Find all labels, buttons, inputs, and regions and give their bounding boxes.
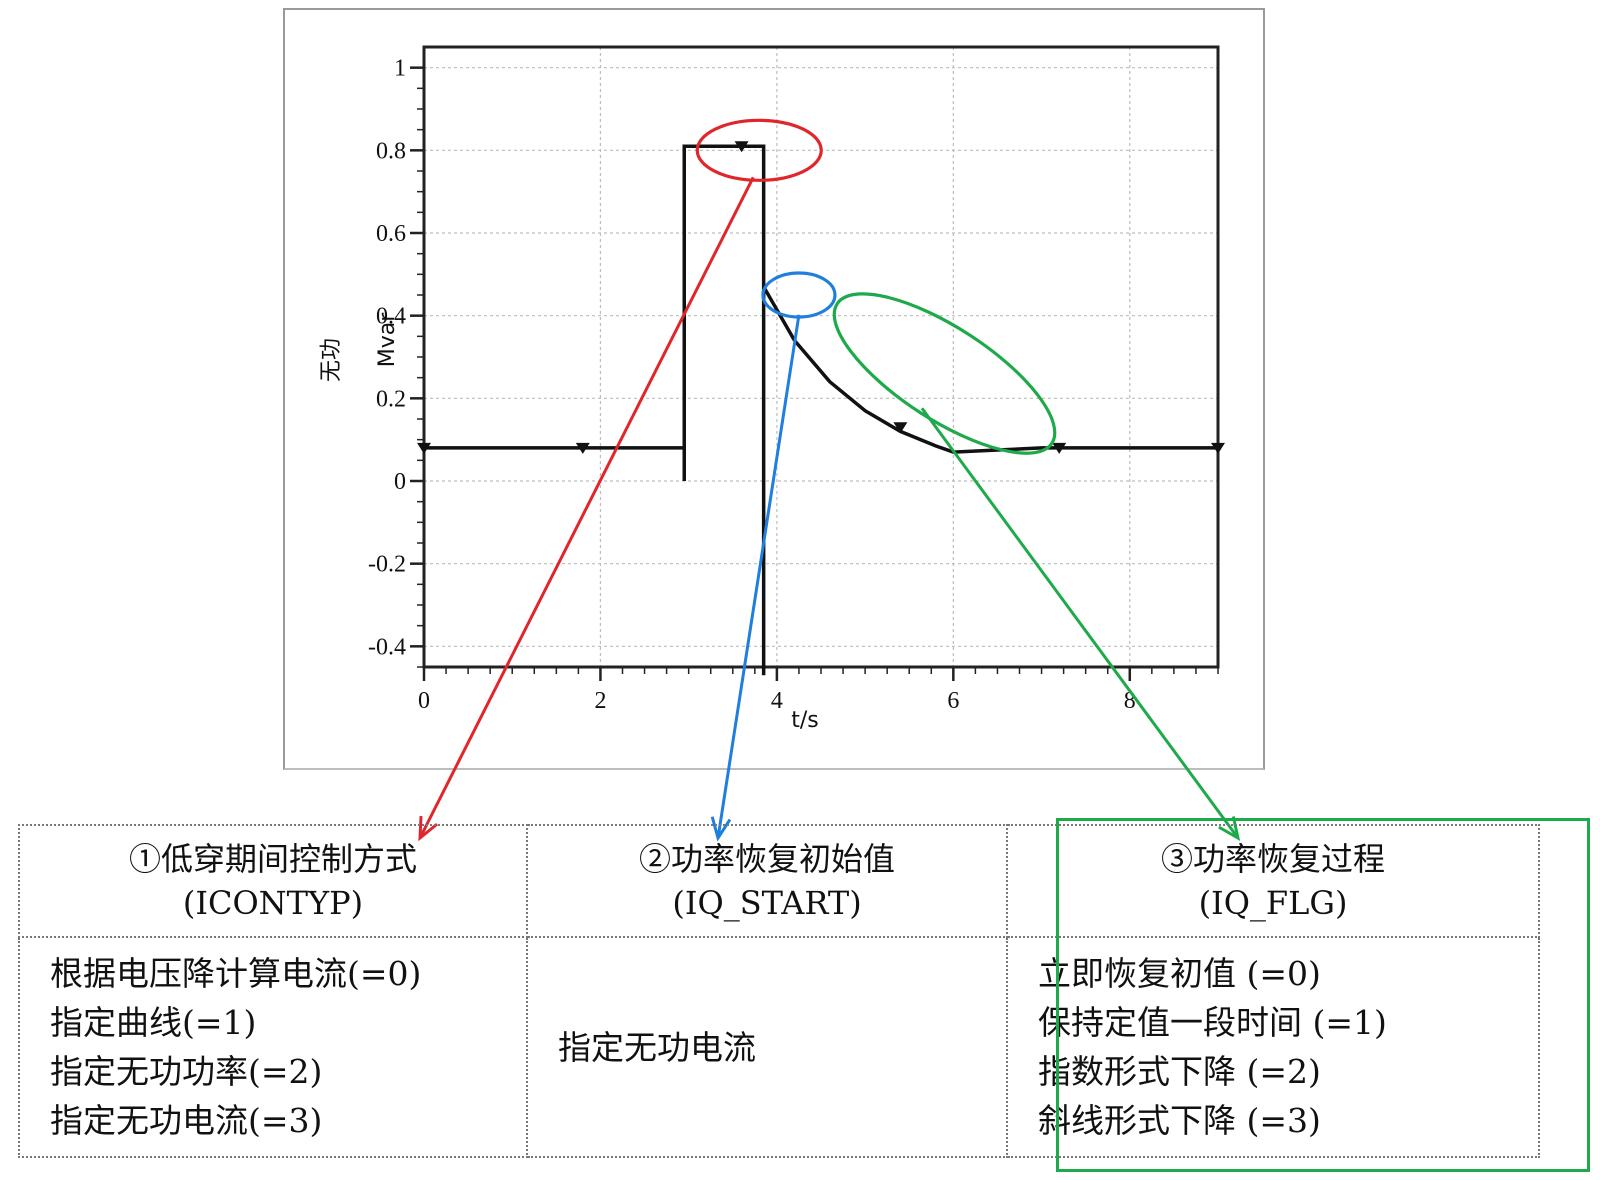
y-tick-label: -0.2 (368, 552, 406, 578)
iq-flg-option: 立即恢复初值 (=0) (1038, 954, 1321, 993)
grid-layer (423, 47, 1218, 667)
iq-flg-option: 保持定值一段时间 (=1) (1038, 1003, 1387, 1042)
annotation-arrow (920, 407, 1240, 839)
series-marker (734, 141, 749, 153)
series-marker (1052, 442, 1067, 454)
iq-flg-option: 指数形式下降 (=2) (1038, 1052, 1321, 1091)
red-ellipse (695, 118, 823, 182)
header-iq-flg-code: (IQ_FLG) (1198, 884, 1348, 922)
y-tick-label: -0.4 (368, 634, 406, 660)
series-layer (417, 141, 1225, 676)
parameter-table: ①低穿期间控制方式 (ICONTYP) ②功率恢复初始值 (IQ_START) … (18, 824, 1540, 1158)
y-axis-unit: Mvar (375, 312, 400, 367)
icontyp-option: 指定无功电流(=3) (50, 1101, 323, 1140)
header-icontyp-code: (ICONTYP) (182, 884, 364, 922)
y-tick-label: 0 (394, 469, 406, 495)
header-iq-flg: ③功率恢复过程 (IQ_FLG) (1006, 824, 1540, 938)
icontyp-option: 指定无功功率(=2) (50, 1052, 323, 1091)
y-tick-label: 0.2 (376, 386, 406, 412)
icontyp-option: 根据电压降计算电流(=0) (50, 954, 422, 993)
green-ellipse (832, 292, 1057, 455)
series-marker (893, 422, 908, 434)
y-tick-label: 0.8 (376, 138, 406, 164)
y-tick-label: 0.4 (376, 304, 406, 330)
table-header-row: ①低穿期间控制方式 (ICONTYP) ②功率恢复初始值 (IQ_START) … (18, 824, 1540, 938)
series-marker (575, 442, 590, 454)
header-iq-start-title: ②功率恢复初始值 (638, 840, 895, 878)
y-tick-label: 1 (394, 56, 406, 82)
y-tick-label: 0.6 (376, 221, 406, 247)
blue-ellipse (761, 271, 837, 319)
x-tick-label: 6 (947, 688, 959, 714)
annotation-arrow (716, 314, 801, 839)
x-tick-label: 0 (418, 688, 430, 714)
icontyp-options: 根据电压降计算电流(=0) 指定曲线(=1) 指定无功功率(=2) 指定无功电流… (18, 936, 528, 1158)
series-marker (417, 442, 431, 454)
x-axis-title: t/s (791, 708, 819, 733)
icontyp-option: 指定曲线(=1) (50, 1003, 257, 1042)
annotation-layer (418, 118, 1241, 842)
iq-flg-options: 立即恢复初值 (=0) 保持定值一段时间 (=1) 指数形式下降 (=2) 斜线… (1006, 936, 1540, 1158)
iq-start-description: 指定无功电流 (526, 936, 1008, 1158)
y-axis-title: 无功 (319, 338, 344, 382)
annotation-arrow (418, 176, 755, 839)
header-iq-flg-title: ③功率恢复过程 (1160, 840, 1385, 878)
iq-flg-option: 斜线形式下降 (=3) (1038, 1101, 1321, 1140)
table-body-row: 根据电压降计算电流(=0) 指定曲线(=1) 指定无功功率(=2) 指定无功电流… (18, 936, 1540, 1158)
x-tick-label: 2 (594, 688, 606, 714)
header-iq-start-code: (IQ_START) (672, 884, 862, 922)
header-icontyp: ①低穿期间控制方式 (ICONTYP) (18, 824, 528, 938)
series-marker (1211, 442, 1225, 454)
plot-border (422, 45, 1220, 669)
x-tick-label: 4 (771, 688, 783, 714)
figure-frame (283, 8, 1265, 770)
axis-layer: -0.4-0.200.20.40.60.810 2 4 6 8 (368, 45, 1220, 714)
iq-start-value: 指定无功电流 (558, 1027, 756, 1067)
header-iq-start: ②功率恢复初始值 (IQ_START) (526, 824, 1008, 938)
header-icontyp-title: ①低穿期间控制方式 (128, 840, 417, 878)
